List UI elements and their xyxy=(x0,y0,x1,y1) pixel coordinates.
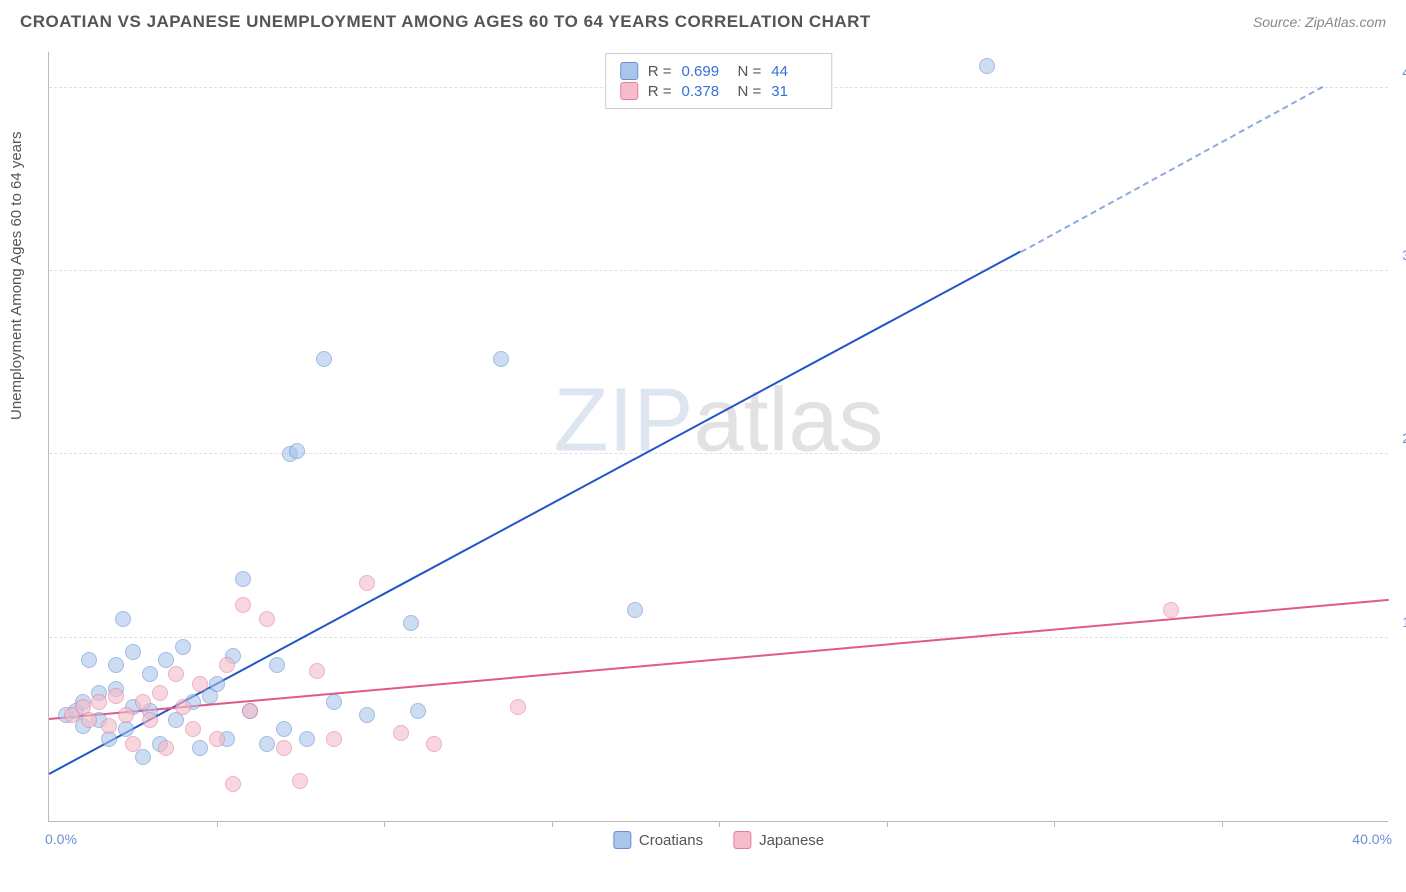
legend-item: Croatians xyxy=(613,831,703,849)
trend-line xyxy=(49,599,1389,720)
data-point xyxy=(168,666,184,682)
chart-header: CROATIAN VS JAPANESE UNEMPLOYMENT AMONG … xyxy=(0,0,1406,40)
stat-r-value: 0.378 xyxy=(682,83,728,100)
data-point xyxy=(81,652,97,668)
data-point xyxy=(135,749,151,765)
data-point xyxy=(175,639,191,655)
data-point xyxy=(359,575,375,591)
data-point xyxy=(152,685,168,701)
data-point xyxy=(393,725,409,741)
data-point xyxy=(108,657,124,673)
stat-r-label: R = xyxy=(648,83,672,100)
data-point xyxy=(142,666,158,682)
data-point xyxy=(510,699,526,715)
data-point xyxy=(493,351,509,367)
stat-n-value: 31 xyxy=(771,83,817,100)
data-point xyxy=(101,718,117,734)
data-point xyxy=(158,652,174,668)
gridline xyxy=(49,637,1388,638)
data-point xyxy=(316,351,332,367)
data-point xyxy=(410,703,426,719)
y-tick-label: 20.0% xyxy=(1402,430,1406,446)
data-point xyxy=(426,736,442,752)
data-point xyxy=(118,707,134,723)
gridline xyxy=(49,270,1388,271)
data-point xyxy=(299,731,315,747)
data-point xyxy=(309,663,325,679)
x-tick-label: 40.0% xyxy=(1352,831,1392,847)
stats-row: R = 0.699 N = 44 xyxy=(620,62,818,80)
x-tick xyxy=(1054,821,1055,827)
data-point xyxy=(242,703,258,719)
data-point xyxy=(403,615,419,631)
y-axis-label: Unemployment Among Ages 60 to 64 years xyxy=(8,131,25,420)
data-point xyxy=(175,699,191,715)
data-point xyxy=(259,736,275,752)
data-point xyxy=(185,721,201,737)
legend-label: Croatians xyxy=(639,832,703,849)
x-tick xyxy=(384,821,385,827)
legend: Croatians Japanese xyxy=(613,831,824,849)
gridline xyxy=(49,453,1388,454)
y-tick-label: 10.0% xyxy=(1402,614,1406,630)
y-tick-label: 30.0% xyxy=(1402,247,1406,263)
data-point xyxy=(219,657,235,673)
stats-row: R = 0.378 N = 31 xyxy=(620,82,818,100)
data-point xyxy=(81,712,97,728)
data-point xyxy=(209,676,225,692)
data-point xyxy=(235,597,251,613)
legend-item: Japanese xyxy=(733,831,824,849)
y-tick-label: 40.0% xyxy=(1402,64,1406,80)
data-point xyxy=(142,712,158,728)
x-tick-label: 0.0% xyxy=(45,831,77,847)
data-point xyxy=(125,644,141,660)
data-point xyxy=(979,58,995,74)
data-point xyxy=(627,602,643,618)
data-point xyxy=(292,773,308,789)
legend-swatch-icon xyxy=(620,62,638,80)
watermark: ZIPatlas xyxy=(553,370,883,473)
stat-n-label: N = xyxy=(738,63,762,80)
data-point xyxy=(276,740,292,756)
data-point xyxy=(158,740,174,756)
data-point xyxy=(118,721,134,737)
x-tick xyxy=(217,821,218,827)
chart-title: CROATIAN VS JAPANESE UNEMPLOYMENT AMONG … xyxy=(20,12,871,32)
scatter-chart: ZIPatlas 10.0%20.0%30.0%40.0%0.0%40.0%R … xyxy=(48,52,1388,822)
data-point xyxy=(91,694,107,710)
x-tick xyxy=(552,821,553,827)
chart-source: Source: ZipAtlas.com xyxy=(1253,14,1386,30)
data-point xyxy=(359,707,375,723)
legend-swatch-icon xyxy=(613,831,631,849)
data-point xyxy=(108,688,124,704)
data-point xyxy=(259,611,275,627)
stats-box: R = 0.699 N = 44 R = 0.378 N = 31 xyxy=(605,53,833,109)
stat-r-label: R = xyxy=(648,63,672,80)
data-point xyxy=(225,776,241,792)
legend-label: Japanese xyxy=(759,832,824,849)
trend-line xyxy=(1020,86,1322,253)
legend-swatch-icon xyxy=(733,831,751,849)
data-point xyxy=(192,740,208,756)
stat-n-label: N = xyxy=(738,83,762,100)
data-point xyxy=(115,611,131,627)
data-point xyxy=(276,721,292,737)
legend-swatch-icon xyxy=(620,82,638,100)
data-point xyxy=(235,571,251,587)
data-point xyxy=(326,731,342,747)
stat-n-value: 44 xyxy=(771,63,817,80)
x-tick xyxy=(1222,821,1223,827)
data-point xyxy=(1163,602,1179,618)
x-tick xyxy=(887,821,888,827)
x-tick xyxy=(719,821,720,827)
data-point xyxy=(326,694,342,710)
data-point xyxy=(289,443,305,459)
data-point xyxy=(269,657,285,673)
data-point xyxy=(192,676,208,692)
data-point xyxy=(135,694,151,710)
data-point xyxy=(125,736,141,752)
data-point xyxy=(209,731,225,747)
stat-r-value: 0.699 xyxy=(682,63,728,80)
